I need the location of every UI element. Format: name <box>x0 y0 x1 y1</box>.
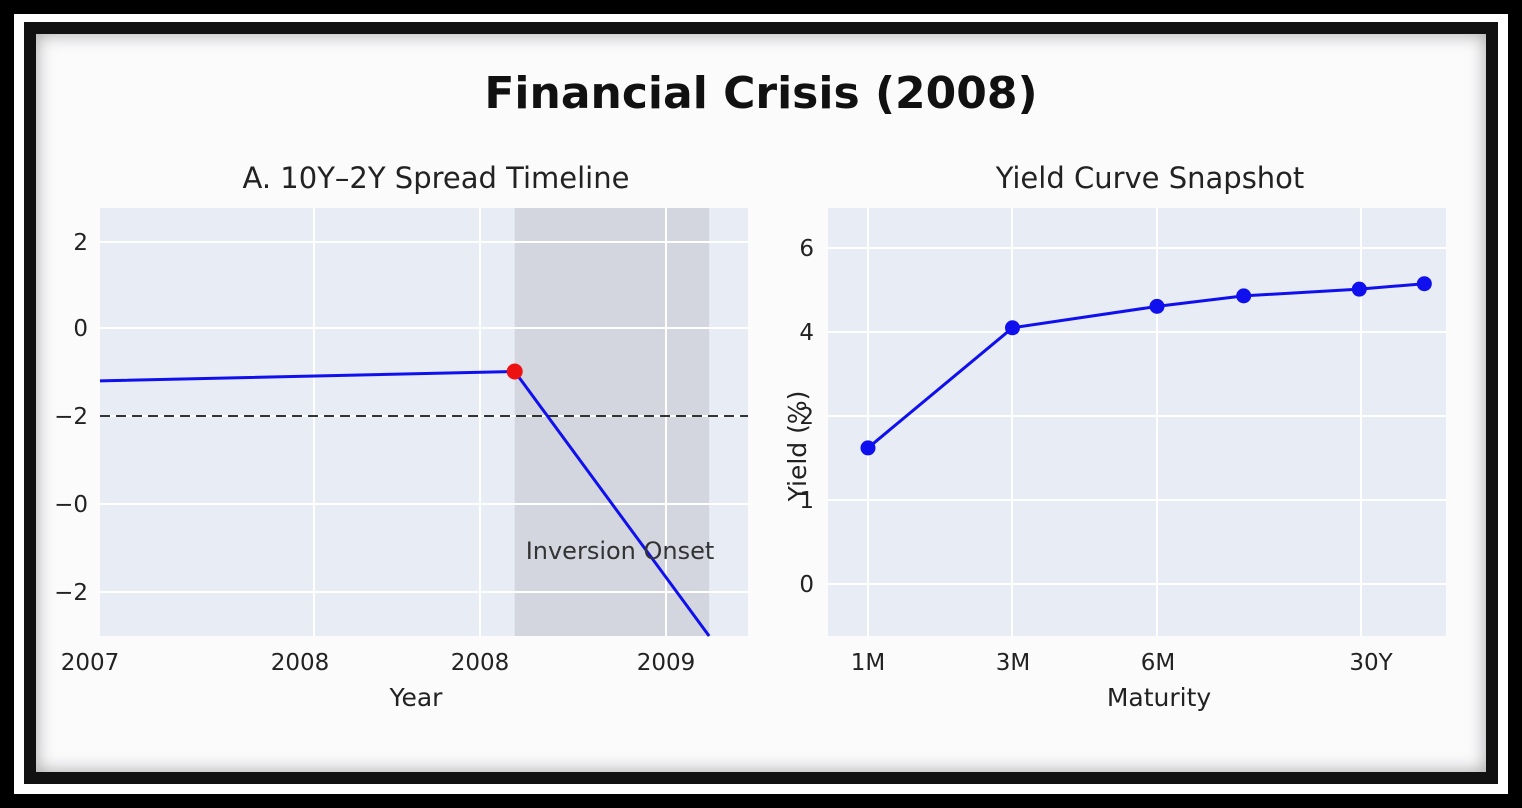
x-tick-label: 2008 <box>271 650 330 676</box>
y-tick-label: 0 <box>799 572 814 598</box>
figure-svg: Financial Crisis (2008) A. 10Y–2Y Spread… <box>54 68 1446 712</box>
y-tick-label: 6 <box>799 236 814 262</box>
inversion-onset-point <box>506 363 523 380</box>
figure-panel: Financial Crisis (2008) A. 10Y–2Y Spread… <box>36 34 1486 772</box>
y-tick-label: 2 <box>73 230 88 256</box>
yield-curve-ylabel: Yield (%) <box>783 391 812 503</box>
yield-curve-chart: Yield Curve Snapshot Maturity Yield (%) … <box>783 161 1446 712</box>
yield-curve-line <box>867 282 1425 450</box>
x-tick-label: 2007 <box>61 650 120 676</box>
x-tick-label: 2009 <box>637 650 696 676</box>
y-tick-label: −2 <box>54 404 88 430</box>
plot-area <box>828 208 1446 636</box>
yield-curve-point <box>1236 288 1252 304</box>
x-tick-label: 2008 <box>451 650 510 676</box>
y-tick-label: −0 <box>54 492 88 518</box>
y-tick-label: 2 <box>799 404 814 430</box>
spread-timeline-chart: A. 10Y–2Y Spread Timeline Year Inversion… <box>54 161 748 712</box>
spread-timeline-title: A. 10Y–2Y Spread Timeline <box>243 161 630 195</box>
yield-curve-point <box>1149 298 1165 314</box>
x-tick-label: 30Y <box>1349 650 1393 676</box>
figure-title: Financial Crisis (2008) <box>484 68 1037 119</box>
x-tick-label: 6M <box>1141 650 1175 676</box>
yield-curve-title: Yield Curve Snapshot <box>995 161 1305 195</box>
y-tick-label: 4 <box>799 320 814 346</box>
x-tick-label: 3M <box>996 650 1030 676</box>
inversion-shaded-region <box>514 208 710 636</box>
yield-curve-point <box>1005 320 1020 336</box>
y-tick-label: 1 <box>799 488 814 514</box>
spread-timeline-xlabel: Year <box>389 683 444 712</box>
yield-curve-point <box>860 440 876 456</box>
x-tick-label: 1M <box>851 650 885 676</box>
y-tick-label: 0 <box>73 316 88 342</box>
yield-curve-point <box>1351 281 1367 297</box>
yield-curve-point <box>1416 276 1432 292</box>
yield-curve-xlabel: Maturity <box>1107 683 1212 712</box>
inversion-onset-annotation: Inversion Onset <box>526 537 715 565</box>
y-tick-label: −2 <box>54 580 88 606</box>
